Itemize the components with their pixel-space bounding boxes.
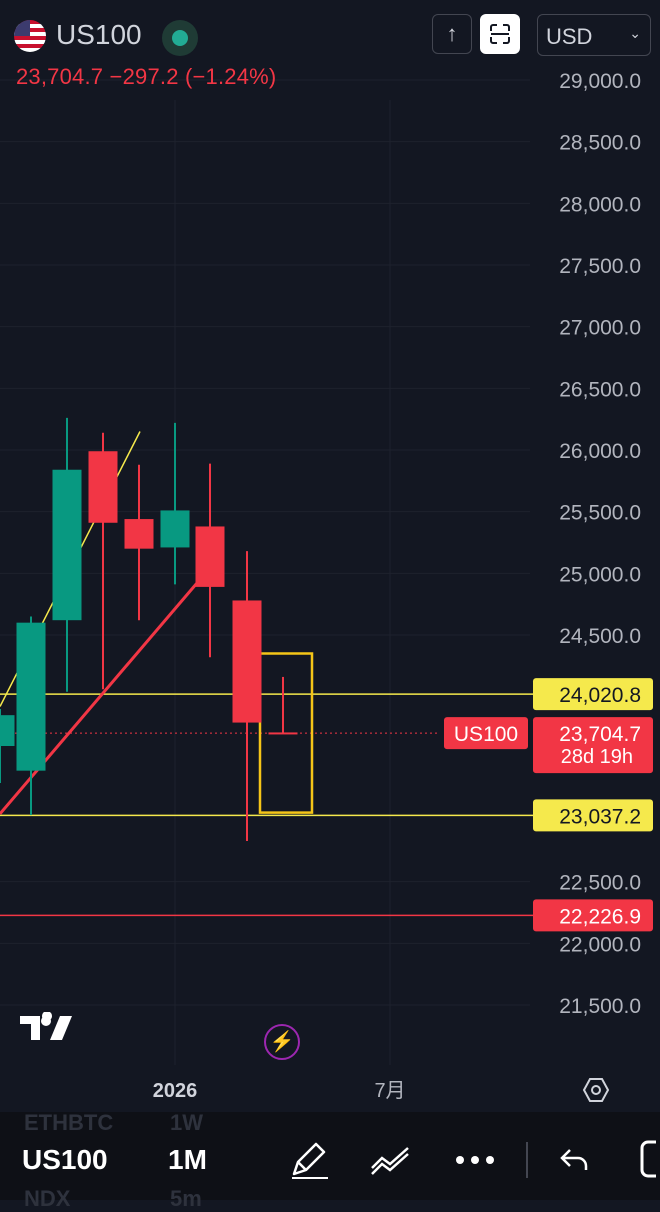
candle-body bbox=[88, 451, 118, 523]
price-level-tag bbox=[533, 799, 653, 832]
trend-line bbox=[0, 578, 202, 815]
candle-body bbox=[124, 519, 154, 549]
candle-countdown-label: 28d 19h bbox=[561, 746, 633, 768]
price-level-label: 22,226.9 bbox=[559, 905, 641, 928]
candle-body bbox=[268, 732, 298, 735]
price-level-tag bbox=[533, 678, 653, 711]
price-level-label: 23,037.2 bbox=[559, 805, 641, 828]
symbol-price-label: US100 bbox=[454, 723, 518, 746]
watchlist-ghost-interval: 1W bbox=[170, 1110, 203, 1135]
candlestick-chart[interactable]: 29,000.0 28,500.0 28,000.0 27,500.0 27,000.0… bbox=[0, 0, 660, 1112]
x-axis-tick-label: 7月 bbox=[374, 1080, 405, 1102]
price-level-tag bbox=[533, 899, 653, 932]
last-price-label: 23,704.7 bbox=[559, 723, 641, 746]
price-change: 23,704.7 −297.2 (−1.24%) bbox=[16, 64, 277, 89]
x-axis-tick-label: 2026 bbox=[153, 1080, 198, 1102]
price-level-label: 24,020.8 bbox=[559, 684, 641, 707]
symbol-price-tag bbox=[444, 717, 528, 750]
candle-body bbox=[232, 600, 262, 723]
candle-body bbox=[0, 715, 15, 746]
tradingview-logo-icon bbox=[20, 1012, 72, 1040]
fullscreen-button[interactable] bbox=[480, 14, 520, 54]
market-open-icon bbox=[162, 20, 198, 56]
watchlist-ghost-symbol: ETHBTC bbox=[24, 1110, 114, 1135]
symbol-title[interactable]: US100 bbox=[56, 19, 142, 50]
y-axis-tick-label: 21,500.0 bbox=[559, 995, 641, 1018]
indicators-icon[interactable] bbox=[368, 1142, 414, 1178]
y-axis-tick-label: 28,000.0 bbox=[559, 193, 641, 216]
y-axis-tick-label: 28,500.0 bbox=[559, 132, 641, 155]
currency-label: USD bbox=[546, 24, 593, 49]
chart-header: US100 23,704.7 −297.2 (−1.24%) ↑ USD ⌄ bbox=[0, 0, 660, 100]
highlight-box bbox=[258, 652, 314, 814]
draw-pen-icon[interactable] bbox=[288, 1138, 332, 1182]
last-price-tag bbox=[533, 717, 653, 774]
watchlist-ghost-symbol-2: NDX bbox=[24, 1186, 71, 1211]
settings-icon bbox=[582, 1078, 610, 1102]
bottom-toolbar bbox=[0, 1112, 660, 1200]
y-axis-tick-label: 26,000.0 bbox=[559, 440, 641, 463]
lightning-icon[interactable]: ⚡ bbox=[264, 1024, 300, 1060]
y-axis-tick-label: 25,500.0 bbox=[559, 502, 641, 525]
toolbar-divider bbox=[526, 1142, 528, 1178]
currency-select[interactable]: USD ⌄ bbox=[537, 14, 651, 56]
fullscreen-icon bbox=[490, 24, 510, 44]
candle-body bbox=[16, 622, 46, 771]
y-axis-tick-label: 26,500.0 bbox=[559, 378, 641, 401]
interval-button[interactable]: 1M bbox=[168, 1144, 207, 1175]
watchlist-ghost-interval-2: 5m bbox=[170, 1186, 202, 1211]
chevron-down-icon: ⌄ bbox=[629, 25, 641, 41]
scroll-up-button[interactable]: ↑ bbox=[432, 14, 472, 54]
y-axis-tick-label: 22,500.0 bbox=[559, 872, 641, 895]
undo-icon[interactable] bbox=[558, 1144, 592, 1176]
y-axis-tick-label: 25,000.0 bbox=[559, 563, 641, 586]
candle-body bbox=[160, 510, 190, 548]
candle-body bbox=[195, 526, 225, 587]
symbol-button[interactable]: US100 bbox=[22, 1144, 108, 1175]
candle-body bbox=[52, 469, 82, 621]
y-axis-tick-label: 29,000.0 bbox=[559, 70, 641, 93]
more-icon[interactable] bbox=[452, 1150, 498, 1170]
us-flag-icon bbox=[14, 20, 46, 52]
fullscreen-corner-icon[interactable] bbox=[636, 1138, 660, 1180]
y-axis-tick-label: 24,500.0 bbox=[559, 625, 641, 648]
y-axis-tick-label: 27,000.0 bbox=[559, 317, 641, 340]
y-axis-tick-label: 22,000.0 bbox=[559, 933, 641, 956]
y-axis-tick-label: 27,500.0 bbox=[559, 255, 641, 278]
